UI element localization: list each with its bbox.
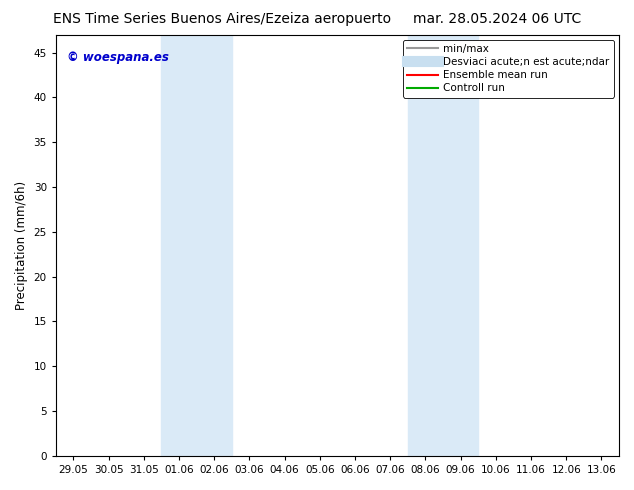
Y-axis label: Precipitation (mm/6h): Precipitation (mm/6h) <box>15 181 28 310</box>
Text: © woespana.es: © woespana.es <box>67 51 169 65</box>
Text: ENS Time Series Buenos Aires/Ezeiza aeropuerto     mar. 28.05.2024 06 UTC: ENS Time Series Buenos Aires/Ezeiza aero… <box>53 12 581 26</box>
Legend: min/max, Desviaci acute;n est acute;ndar, Ensemble mean run, Controll run: min/max, Desviaci acute;n est acute;ndar… <box>403 40 614 98</box>
Bar <box>162 35 232 456</box>
Bar <box>408 35 478 456</box>
